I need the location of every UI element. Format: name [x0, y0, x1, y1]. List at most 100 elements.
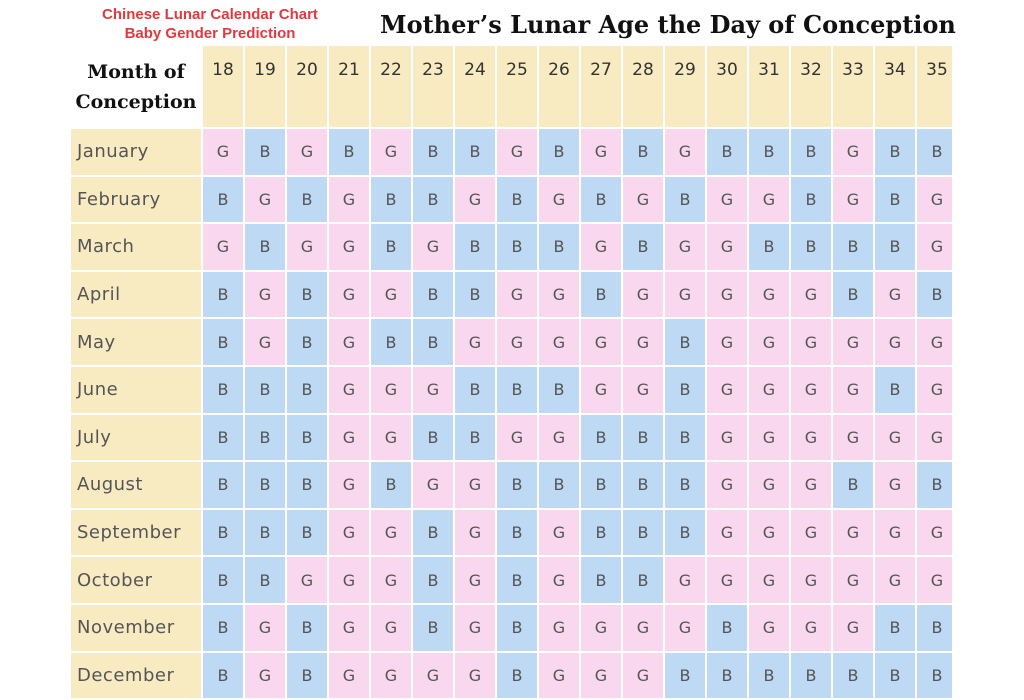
age-header: 30 — [706, 45, 748, 128]
gender-cell: B — [496, 175, 538, 224]
gender-cell: G — [496, 270, 538, 319]
month-label: July — [70, 413, 202, 462]
gender-cell: G — [874, 508, 916, 557]
gender-cell: B — [244, 556, 286, 604]
gender-cell: G — [622, 366, 664, 414]
gender-cell: G — [832, 175, 874, 224]
gender-cell: G — [538, 508, 580, 557]
gender-cell: B — [916, 270, 952, 319]
gender-cell: G — [622, 270, 664, 319]
gender-cell: B — [580, 413, 622, 462]
gender-cell: B — [454, 128, 496, 176]
gender-cell: G — [622, 175, 664, 224]
gender-cell: B — [664, 413, 706, 462]
age-header: 23 — [412, 45, 454, 128]
gender-cell: B — [874, 128, 916, 176]
gender-cell: G — [202, 223, 244, 271]
gender-cell: G — [622, 318, 664, 366]
gender-cell: G — [706, 413, 748, 462]
gender-cell: B — [286, 175, 328, 224]
gender-cell: B — [496, 366, 538, 414]
gender-cell: B — [412, 128, 454, 176]
gender-cell: G — [370, 366, 412, 414]
gender-cell: G — [328, 508, 370, 557]
gender-cell: G — [874, 413, 916, 462]
corner-header: Month of Conception — [70, 45, 202, 128]
gender-cell: B — [916, 651, 952, 700]
gender-cell: G — [412, 223, 454, 271]
gender-cell: B — [664, 508, 706, 557]
gender-cell: B — [622, 556, 664, 604]
gender-cell: B — [874, 604, 916, 652]
age-header: 24 — [454, 45, 496, 128]
gender-cell: G — [328, 556, 370, 604]
gender-cell: B — [202, 413, 244, 462]
gender-cell: G — [748, 175, 790, 224]
gender-cell: B — [706, 651, 748, 700]
gender-cell: G — [538, 175, 580, 224]
gender-cell: B — [790, 128, 832, 176]
gender-cell: B — [496, 461, 538, 509]
gender-cell: B — [874, 223, 916, 271]
gender-cell: G — [370, 556, 412, 604]
gender-cell: B — [664, 318, 706, 366]
gender-cell: G — [790, 461, 832, 509]
gender-cell: G — [874, 461, 916, 509]
gender-cell: G — [454, 461, 496, 509]
age-header: 19 — [244, 45, 286, 128]
gender-cell: B — [580, 270, 622, 319]
gender-cell: G — [874, 270, 916, 319]
gender-cell: B — [496, 223, 538, 271]
gender-cell: G — [664, 223, 706, 271]
gender-cell: G — [580, 128, 622, 176]
gender-cell: G — [370, 508, 412, 557]
gender-cell: G — [538, 604, 580, 652]
gender-cell: B — [412, 413, 454, 462]
gender-cell: G — [832, 556, 874, 604]
month-label: February — [70, 175, 202, 224]
gender-cell: B — [790, 651, 832, 700]
gender-cell: B — [832, 651, 874, 700]
gender-cell: B — [370, 223, 412, 271]
gender-cell: G — [706, 556, 748, 604]
gender-cell: B — [202, 556, 244, 604]
gender-cell: B — [244, 461, 286, 509]
gender-cell: B — [370, 461, 412, 509]
gender-cell: G — [286, 223, 328, 271]
gender-cell: G — [244, 175, 286, 224]
gender-cell: B — [664, 366, 706, 414]
age-header: 22 — [370, 45, 412, 128]
gender-cell: B — [580, 556, 622, 604]
gender-cell: G — [748, 270, 790, 319]
month-label: March — [70, 223, 202, 271]
gender-cell: G — [748, 366, 790, 414]
gender-cell: G — [916, 175, 952, 224]
gender-cell: B — [454, 270, 496, 319]
gender-cell: G — [412, 651, 454, 700]
month-label: August — [70, 461, 202, 509]
gender-cell: B — [874, 366, 916, 414]
gender-cell: G — [748, 604, 790, 652]
gender-cell: G — [706, 508, 748, 557]
gender-cell: B — [664, 461, 706, 509]
corner-line: Conception — [75, 90, 197, 113]
gender-cell: B — [370, 318, 412, 366]
gender-cell: G — [664, 128, 706, 176]
gender-cell: G — [328, 366, 370, 414]
age-header: 28 — [622, 45, 664, 128]
gender-cell: G — [370, 270, 412, 319]
gender-cell: G — [328, 318, 370, 366]
gender-cell: G — [916, 318, 952, 366]
gender-cell: B — [496, 508, 538, 557]
gender-cell: B — [622, 508, 664, 557]
gender-cell: G — [328, 270, 370, 319]
gender-cell: B — [412, 508, 454, 557]
gender-cell: G — [706, 461, 748, 509]
gender-cell: B — [454, 366, 496, 414]
gender-cell: G — [790, 508, 832, 557]
gender-cell: B — [748, 651, 790, 700]
gender-cell: G — [328, 604, 370, 652]
gender-cell: G — [748, 461, 790, 509]
gender-cell: G — [244, 651, 286, 700]
